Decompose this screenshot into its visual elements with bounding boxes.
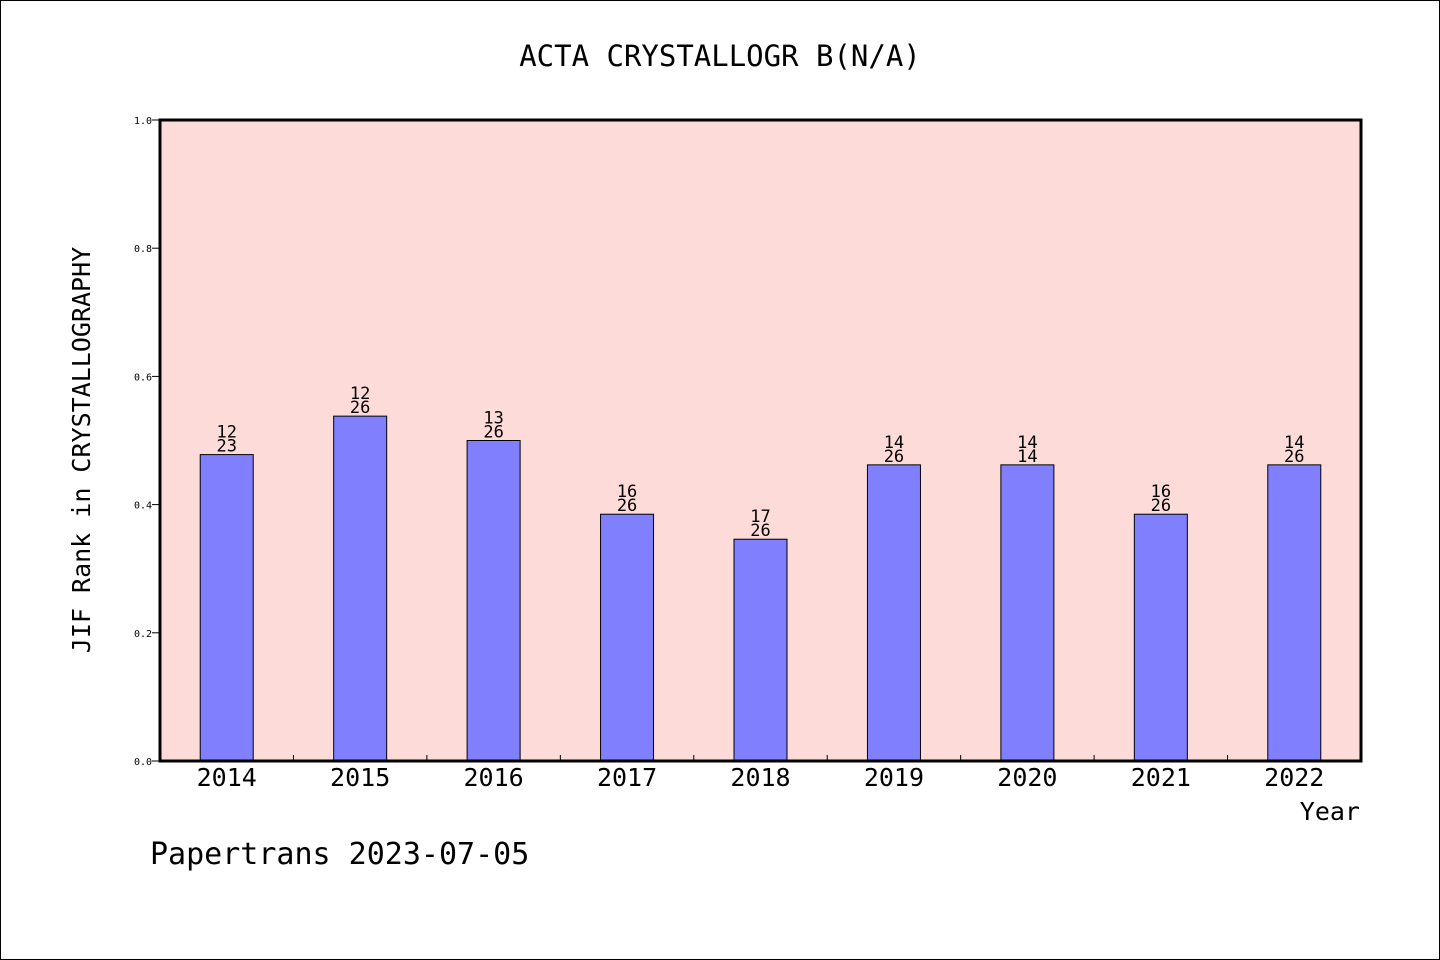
- x-tick-label: 2022: [1264, 763, 1324, 792]
- bar: [866, 464, 921, 762]
- y-tick-label: 1.0: [134, 116, 152, 127]
- bar-label-bottom: 26: [483, 423, 503, 443]
- bar: [733, 538, 788, 762]
- bar: [600, 513, 655, 762]
- x-tick-label: 2015: [330, 763, 390, 792]
- bar-label-top: 16: [1151, 482, 1171, 502]
- bar-label-top: 14: [884, 433, 904, 453]
- y-axis-label: JIF Rank in CRYSTALLOGRAPHY: [67, 247, 96, 653]
- x-tick-label: 2019: [864, 763, 924, 792]
- plot-border: [158, 118, 1363, 763]
- bar-label-top: 17: [750, 507, 770, 527]
- bar: [199, 454, 254, 762]
- bar-label-bottom: 26: [617, 496, 637, 516]
- bar-label-bottom: 26: [1284, 447, 1304, 467]
- y-tick-label: 0.4: [134, 501, 152, 512]
- y-tick-label: 0.0: [134, 757, 152, 768]
- y-tick-label: 0.2: [134, 629, 152, 640]
- bar-label-top: 12: [350, 384, 370, 404]
- bar: [1000, 464, 1055, 762]
- bar-label-bottom: 26: [884, 447, 904, 467]
- bar-label-top: 12: [216, 423, 236, 443]
- footer-text: Papertrans 2023-07-05: [150, 837, 529, 872]
- bar: [1267, 464, 1322, 762]
- bar: [1133, 513, 1188, 762]
- bar-label-bottom: 23: [216, 437, 236, 457]
- x-tick-label: 2018: [730, 763, 790, 792]
- bar-label-top: 13: [483, 409, 503, 429]
- x-tick-label: 2014: [197, 763, 257, 792]
- bar-label-bottom: 26: [350, 398, 370, 418]
- y-tick-label: 0.6: [134, 372, 152, 383]
- bar-label-top: 14: [1284, 433, 1304, 453]
- y-tick-label: 0.8: [134, 244, 152, 255]
- bar-label-bottom: 26: [750, 521, 770, 541]
- bar-label-top: 14: [1017, 433, 1037, 453]
- bar-label-bottom: 14: [1017, 447, 1037, 467]
- x-axis-label: Year: [1300, 797, 1360, 826]
- bar: [333, 415, 388, 762]
- x-tick-label: 2016: [464, 763, 524, 792]
- x-tick-label: 2021: [1131, 763, 1191, 792]
- bar: [466, 440, 521, 762]
- x-tick-label: 2020: [997, 763, 1057, 792]
- x-tick-label: 2017: [597, 763, 657, 792]
- bar-label-bottom: 26: [1151, 496, 1171, 516]
- bar-label-top: 16: [617, 482, 637, 502]
- chart-title: ACTA CRYSTALLOGR B(N/A): [519, 39, 921, 73]
